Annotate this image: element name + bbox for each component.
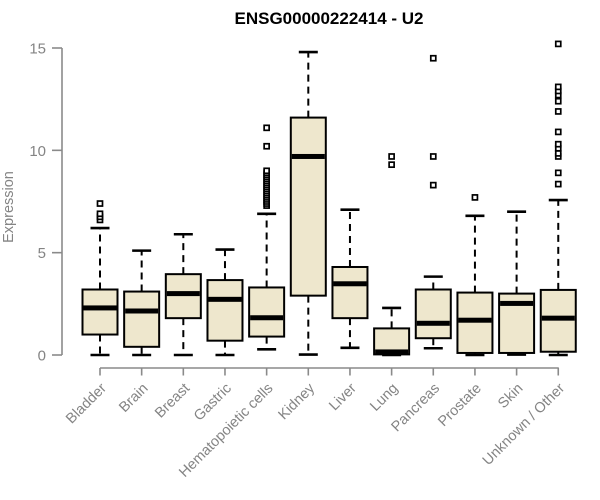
median-line <box>375 349 409 355</box>
iqr-box <box>248 286 286 338</box>
median-line <box>291 153 325 159</box>
boxplot-prostate <box>456 194 494 357</box>
outlier-point <box>554 40 562 48</box>
outlier-point <box>96 210 104 218</box>
outlier-point <box>554 169 562 177</box>
boxplot-breast <box>164 232 202 357</box>
boxplot-lung <box>373 153 411 357</box>
outlier-point <box>263 124 270 132</box>
y-tick-label: 5 <box>38 245 46 262</box>
outlier-point <box>429 54 437 62</box>
median-line <box>416 320 450 326</box>
median-line <box>125 308 159 314</box>
y-axis-label: Expression <box>1 171 17 243</box>
median-line <box>166 291 200 297</box>
outlier-point <box>554 108 562 115</box>
boxplots <box>81 40 577 357</box>
iqr-box <box>289 116 327 297</box>
x-tick-label: Prostate <box>435 381 484 430</box>
x-tick-label: Breast <box>152 381 193 422</box>
median-line <box>208 296 242 302</box>
iqr-box <box>456 291 494 354</box>
median-line <box>333 281 367 287</box>
boxplot-skin <box>498 210 536 356</box>
median-line <box>458 317 492 323</box>
iqr-box <box>206 279 244 342</box>
boxplot-gastric <box>206 248 244 357</box>
boxplot-hematopoietic-cells <box>248 124 286 351</box>
y-tick-label: 15 <box>29 41 46 58</box>
boxplot-kidney <box>289 50 327 356</box>
outlier-point <box>263 142 270 150</box>
median-line <box>83 305 117 311</box>
boxplot-liver <box>331 208 369 350</box>
x-tick-label: Brain <box>116 381 151 416</box>
outlier-point <box>388 153 395 160</box>
boxplot-pancreas <box>414 54 452 350</box>
outlier-point <box>554 140 562 148</box>
y-tick-label: 10 <box>29 143 46 160</box>
chart-title: ENSG00000222414 - U2 <box>234 9 423 28</box>
iqr-box <box>164 273 202 320</box>
iqr-box <box>539 288 577 353</box>
median-line <box>541 315 575 321</box>
outlier-point <box>554 128 562 136</box>
outlier-point <box>429 181 437 189</box>
outlier-point <box>554 150 562 157</box>
iqr-box <box>123 290 161 348</box>
outlier-point <box>471 194 479 201</box>
outlier-point <box>388 161 395 169</box>
outlier-point <box>554 180 562 188</box>
x-tick-label: Kidney <box>275 380 318 423</box>
outlier-point <box>554 83 562 91</box>
outlier-point <box>429 153 437 160</box>
boxplot-bladder <box>81 200 119 357</box>
iqr-box <box>331 265 369 320</box>
outlier-point <box>554 97 562 105</box>
median-line <box>250 315 284 321</box>
x-tick-label: Bladder <box>63 380 110 427</box>
iqr-box <box>414 288 452 340</box>
iqr-box <box>81 288 119 336</box>
boxplot-unknown-other <box>539 40 577 357</box>
boxplot-brain <box>123 249 161 357</box>
median-line <box>500 300 534 306</box>
x-tick-label: Skin <box>495 381 526 412</box>
x-tick-label: Lung <box>367 381 401 415</box>
y-tick-label: 0 <box>38 348 46 365</box>
outlier-point <box>263 167 270 175</box>
x-tick-label: Liver <box>326 380 360 414</box>
outlier-point <box>96 200 104 207</box>
